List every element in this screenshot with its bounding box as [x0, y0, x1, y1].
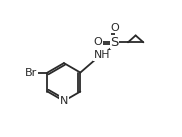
Text: N: N	[60, 96, 68, 106]
Text: O: O	[110, 22, 119, 32]
Text: Br: Br	[25, 68, 37, 78]
Text: O: O	[94, 37, 102, 47]
Text: NH: NH	[94, 50, 110, 60]
Text: S: S	[110, 36, 119, 49]
